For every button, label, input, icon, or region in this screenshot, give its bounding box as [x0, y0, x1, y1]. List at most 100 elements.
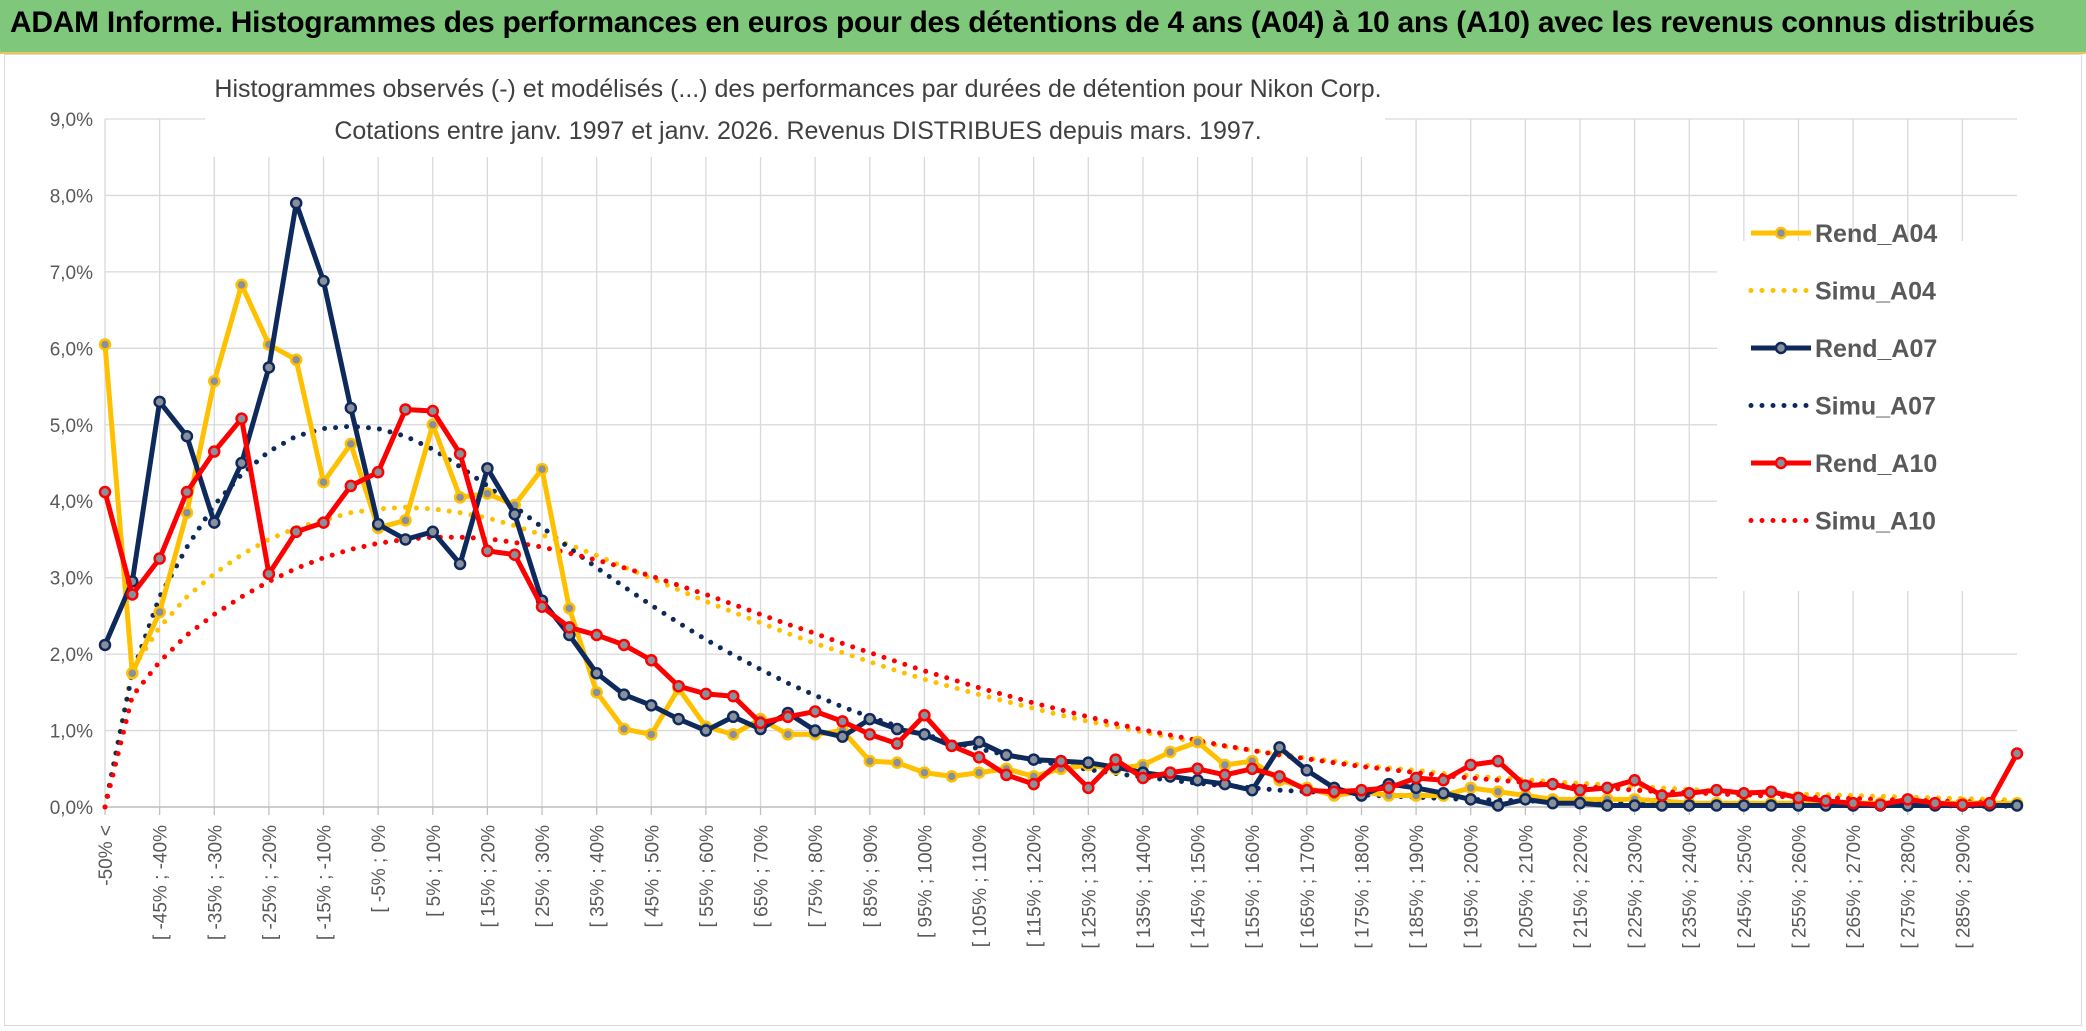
- data-point-rend_a10: [1437, 773, 1450, 787]
- y-tick-label: 3,0%: [50, 569, 93, 590]
- chart-area: 0,0% 1,0% 2,0% 3,0% 4,0% 5,0% 6,0% 7,0% 8,0% 9,0%…: [4, 54, 2082, 1026]
- data-point-rend_a10: [1218, 768, 1232, 782]
- data-point-rend_a10: [890, 737, 904, 750]
- data-point-rend_a04: [126, 666, 139, 680]
- data-point-rend_a07: [1764, 799, 1778, 812]
- x-tick-label: [ 75% ; 80%: [806, 825, 827, 928]
- legend-label-rend_a07: Rend_A07: [1815, 335, 1937, 363]
- data-point-rend_a10: [208, 445, 221, 458]
- data-point-rend_a10: [590, 628, 603, 642]
- data-point-rend_a10: [508, 548, 521, 561]
- data-point-rend_a04: [426, 418, 440, 432]
- x-tick-label: [ 25% ; 30%: [533, 825, 554, 928]
- data-point-rend_a10: [1601, 781, 1614, 795]
- data-point-rend_a07: [508, 507, 521, 521]
- chart-title-background: [205, 61, 1385, 157]
- legend-marker-rend_a04: [1774, 226, 1788, 240]
- histogram-chart: 0,0% 1,0% 2,0% 3,0% 4,0% 5,0% 6,0% 7,0% 8,0% 9,0%…: [50, 61, 2024, 949]
- data-point-rend_a10: [1628, 773, 1641, 787]
- x-tick-label: [ 125% ; 130%: [1079, 825, 1100, 949]
- data-point-rend_a07: [153, 395, 166, 409]
- legend-label-simu_a04: Simu_A04: [1815, 278, 1936, 306]
- legend-marker-rend_a07: [1774, 341, 1788, 355]
- data-point-rend_a07: [699, 724, 713, 737]
- data-point-rend_a10: [1956, 798, 1969, 811]
- data-point-rend_a07: [1491, 799, 1505, 812]
- data-point-rend_a10: [153, 552, 166, 565]
- x-tick-label: [ 135% ; 140%: [1134, 825, 1155, 949]
- x-tick-label: [ 115% ; 120%: [1025, 825, 1046, 947]
- x-tick-label: [ 145% ; 150%: [1189, 825, 1210, 949]
- data-point-rend_a07: [863, 712, 877, 726]
- data-point-rend_a10: [972, 751, 986, 764]
- legend-label-rend_a04: Rend_A04: [1815, 220, 1937, 248]
- data-point-rend_a04: [289, 353, 303, 367]
- data-point-rend_a10: [1846, 796, 1860, 810]
- data-point-rend_a10: [481, 544, 494, 558]
- data-point-rend_a10: [1082, 781, 1095, 795]
- x-tick-label: [ -25% ; -20%: [260, 825, 281, 940]
- x-tick-label: [ 225% ; 230%: [1626, 825, 1647, 949]
- data-point-rend_a07: [317, 274, 330, 288]
- x-tick-label: [ -35% ; -30%: [205, 825, 226, 940]
- data-point-rend_a07: [1519, 793, 1532, 806]
- data-point-rend_a10: [863, 728, 877, 741]
- data-point-rend_a04: [317, 475, 330, 489]
- data-point-rend_a07: [2010, 799, 2024, 812]
- data-point-rend_a07: [262, 361, 276, 374]
- legend-label-simu_a10: Simu_A10: [1815, 508, 1936, 536]
- x-tick-label: [ 85% ; 90%: [861, 825, 882, 928]
- data-point-rend_a10: [371, 465, 385, 479]
- data-point-rend_a10: [1573, 783, 1587, 797]
- data-point-rend_a04: [590, 686, 603, 699]
- data-point-rend_a04: [535, 462, 549, 476]
- data-point-rend_a10: [289, 525, 303, 539]
- data-point-rend_a07: [1682, 799, 1696, 812]
- data-point-rend_a10: [672, 679, 685, 693]
- data-point-rend_a10: [1546, 777, 1559, 791]
- series-line-simu_a10: [102, 534, 2020, 810]
- x-tick-label: [ 45% ; 50%: [642, 825, 663, 928]
- y-tick-label: 6,0%: [50, 339, 93, 360]
- x-tick-label: [ -15% ; -10%: [315, 825, 336, 940]
- data-point-rend_a10: [754, 716, 767, 730]
- data-point-rend_a04: [726, 728, 740, 741]
- data-point-rend_a10: [1519, 779, 1532, 792]
- data-point-rend_a04: [890, 756, 904, 769]
- data-point-rend_a04: [98, 338, 112, 351]
- data-point-rend_a04: [208, 374, 221, 388]
- legend-background: [1717, 241, 2017, 591]
- x-tick-label: [ 245% ; 250%: [1735, 825, 1756, 949]
- data-point-rend_a07: [836, 730, 849, 743]
- data-point-rend_a07: [453, 557, 467, 571]
- data-point-rend_a07: [918, 728, 931, 741]
- x-tick-label: [ 155% ; 160%: [1243, 825, 1264, 949]
- data-point-rend_a04: [481, 487, 494, 500]
- data-point-rend_a10: [726, 689, 740, 703]
- data-point-rend_a10: [699, 687, 713, 701]
- data-point-rend_a07: [371, 517, 385, 531]
- data-point-rend_a07: [1546, 796, 1559, 810]
- data-point-rend_a10: [1164, 766, 1177, 779]
- data-point-rend_a10: [535, 600, 549, 613]
- data-point-rend_a07: [617, 688, 631, 701]
- data-point-rend_a04: [1191, 735, 1204, 749]
- x-tick-label: [ 5% ; 10%: [424, 825, 445, 917]
- x-tick-label: [ 185% ; 190%: [1407, 825, 1428, 949]
- legend-label-rend_a10: Rend_A10: [1815, 450, 1937, 478]
- data-point-rend_a10: [645, 653, 658, 667]
- y-tick-label: 1,0%: [50, 722, 93, 743]
- data-point-rend_a10: [98, 485, 112, 499]
- data-point-rend_a04: [1491, 785, 1505, 798]
- data-point-rend_a10: [1874, 798, 1887, 811]
- data-point-rend_a07: [1300, 764, 1314, 777]
- data-point-rend_a04: [453, 491, 467, 504]
- x-tick-label: [ 15% ; 20%: [478, 825, 499, 928]
- data-point-rend_a10: [1409, 771, 1423, 785]
- data-point-rend_a07: [1573, 796, 1587, 810]
- x-tick-label: [ 285% ; 290%: [1953, 825, 1974, 949]
- data-point-rend_a07: [289, 196, 303, 210]
- data-point-rend_a10: [1491, 754, 1505, 768]
- x-tick-label: [ 165% ; 170%: [1298, 825, 1319, 949]
- legend-marker-rend_a10: [1774, 456, 1788, 470]
